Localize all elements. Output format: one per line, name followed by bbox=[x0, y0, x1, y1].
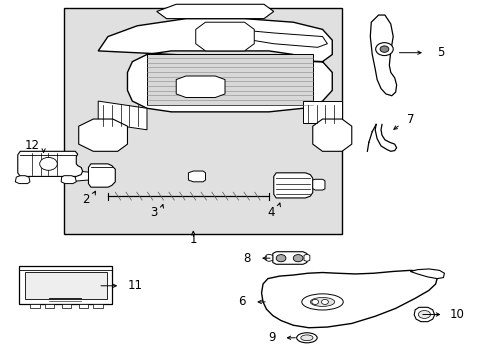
Circle shape bbox=[311, 300, 318, 305]
Text: 2: 2 bbox=[82, 193, 90, 206]
Text: 11: 11 bbox=[127, 279, 142, 292]
Polygon shape bbox=[176, 76, 224, 98]
Circle shape bbox=[321, 300, 328, 305]
Ellipse shape bbox=[296, 333, 317, 343]
Text: 8: 8 bbox=[243, 252, 250, 265]
Polygon shape bbox=[261, 270, 436, 328]
Polygon shape bbox=[272, 252, 306, 264]
Polygon shape bbox=[229, 30, 327, 47]
Text: 7: 7 bbox=[406, 113, 413, 126]
Polygon shape bbox=[273, 173, 312, 198]
Polygon shape bbox=[195, 22, 254, 51]
Circle shape bbox=[40, 157, 57, 170]
Text: 10: 10 bbox=[448, 308, 463, 321]
Polygon shape bbox=[312, 119, 351, 151]
Bar bbox=[93, 304, 103, 308]
Text: 6: 6 bbox=[238, 296, 245, 309]
Ellipse shape bbox=[300, 335, 312, 341]
Text: 5: 5 bbox=[436, 46, 444, 59]
Text: 1: 1 bbox=[189, 233, 197, 246]
Polygon shape bbox=[188, 171, 205, 182]
Polygon shape bbox=[79, 119, 127, 151]
Bar bbox=[44, 304, 54, 308]
Polygon shape bbox=[98, 19, 331, 112]
Polygon shape bbox=[369, 15, 396, 96]
Text: 4: 4 bbox=[267, 206, 275, 219]
Ellipse shape bbox=[417, 311, 429, 319]
Circle shape bbox=[375, 42, 392, 55]
FancyBboxPatch shape bbox=[25, 272, 107, 299]
Text: 12: 12 bbox=[25, 139, 40, 152]
Bar bbox=[79, 304, 88, 308]
Circle shape bbox=[293, 255, 303, 262]
Circle shape bbox=[276, 255, 285, 262]
Polygon shape bbox=[88, 164, 115, 187]
Polygon shape bbox=[147, 54, 312, 105]
Text: 3: 3 bbox=[150, 207, 158, 220]
Ellipse shape bbox=[301, 294, 343, 310]
Polygon shape bbox=[157, 4, 273, 19]
Text: 9: 9 bbox=[268, 331, 276, 344]
Polygon shape bbox=[74, 171, 88, 181]
Bar bbox=[64, 8, 341, 234]
Polygon shape bbox=[18, 151, 82, 176]
Polygon shape bbox=[413, 307, 434, 321]
Polygon shape bbox=[409, 269, 444, 279]
Polygon shape bbox=[61, 176, 76, 184]
Polygon shape bbox=[303, 101, 341, 123]
Bar bbox=[61, 304, 71, 308]
Bar bbox=[30, 304, 40, 308]
Polygon shape bbox=[304, 254, 309, 261]
Polygon shape bbox=[98, 101, 147, 130]
Polygon shape bbox=[15, 176, 30, 184]
Ellipse shape bbox=[310, 297, 334, 306]
FancyBboxPatch shape bbox=[19, 266, 112, 304]
Polygon shape bbox=[312, 179, 325, 190]
Polygon shape bbox=[265, 254, 272, 261]
Circle shape bbox=[379, 46, 388, 52]
